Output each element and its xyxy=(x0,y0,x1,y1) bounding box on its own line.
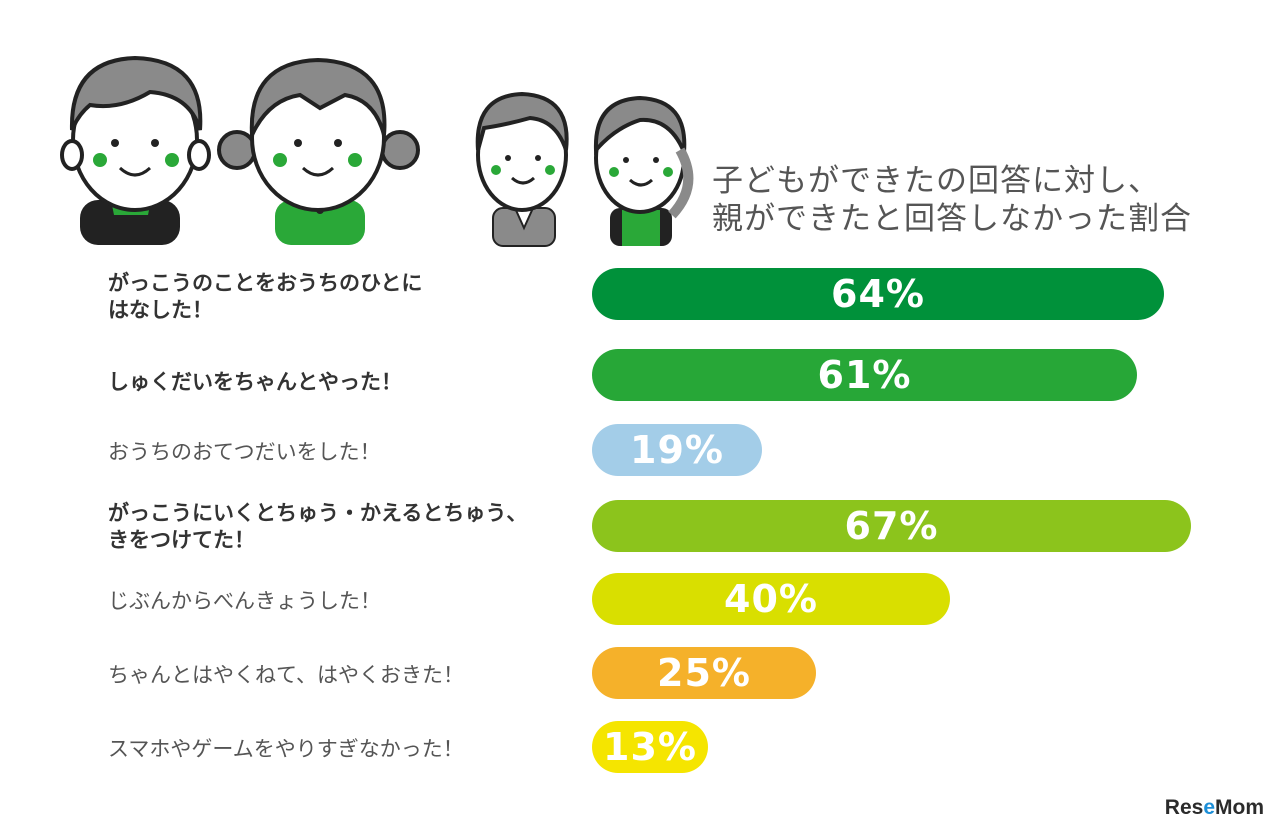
girl-illustration-icon xyxy=(217,57,420,245)
category-label: スマホやゲームをやりすぎなかった！ xyxy=(108,737,464,761)
family-illustration-icon xyxy=(60,55,694,247)
bar xyxy=(592,573,950,625)
category-label: しゅくだいをちゃんとやった！ xyxy=(108,370,402,394)
category-label: がっこうにいくとちゅう・かえるとちゅう、 きをつけてた！ xyxy=(108,501,528,552)
bar-value-label: 25% xyxy=(657,651,751,695)
chart-title-line-1: 子どもができたの回答に対し、 xyxy=(712,163,1160,199)
bar xyxy=(592,647,816,699)
mother-illustration-icon xyxy=(593,95,694,246)
resemom-logo: ReseMom xyxy=(1165,796,1264,820)
category-label: がっこうのことをおうちのひとに はなした！ xyxy=(108,271,423,322)
boy-illustration-icon xyxy=(60,55,211,245)
bar-value-label: 19% xyxy=(630,428,724,472)
category-label: じぶんからべんきょうした！ xyxy=(108,589,381,613)
category-label: おうちのおてつだいをした！ xyxy=(108,440,381,464)
bar xyxy=(592,349,1137,401)
bar-value-label: 67% xyxy=(844,504,939,548)
bar-value-label: 40% xyxy=(724,577,818,621)
bar-value-label: 61% xyxy=(817,353,912,397)
category-label: ちゃんとはやくねて、はやくおきた！ xyxy=(108,663,464,687)
chart-title-line-2: 親ができたと回答しなかった割合 xyxy=(712,201,1192,237)
bar xyxy=(592,268,1164,320)
logo-text-e: e xyxy=(1203,796,1215,819)
logo-text-end: Mom xyxy=(1215,796,1264,819)
bar xyxy=(592,500,1191,552)
bar-value-label: 13% xyxy=(603,725,697,769)
logo-text-start: Res xyxy=(1164,796,1204,819)
bar-value-label: 64% xyxy=(831,272,925,316)
bar xyxy=(592,721,708,773)
chart-title: 子どもができたの回答に対し、 親ができたと回答しなかった割合 xyxy=(712,162,1252,238)
father-illustration-icon xyxy=(475,91,569,247)
bar xyxy=(592,424,762,476)
